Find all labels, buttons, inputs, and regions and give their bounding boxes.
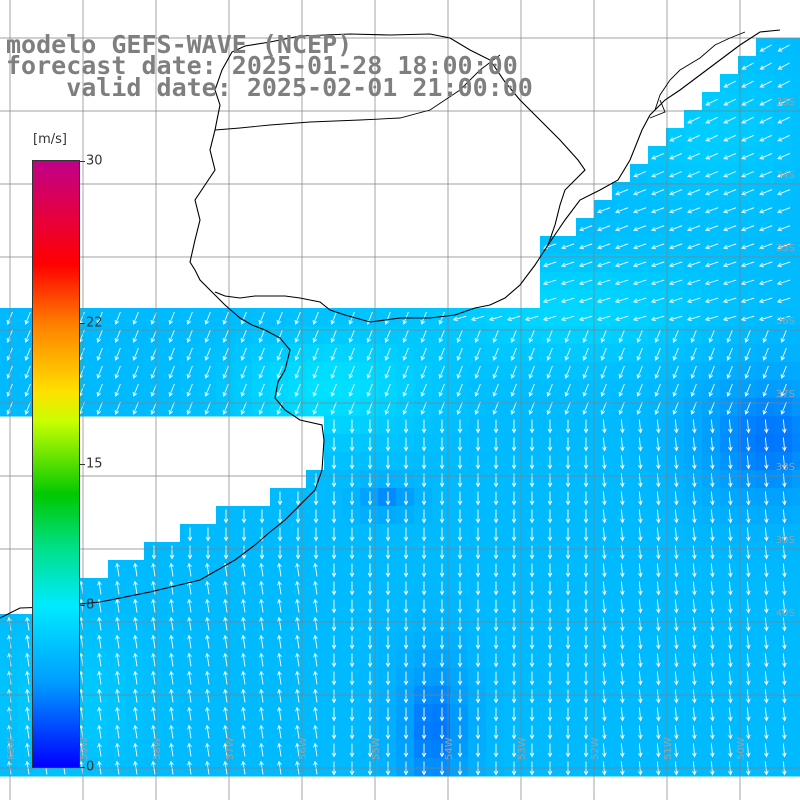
valid-date: valid date: 2025-02-01 21:00:00 [6,73,533,102]
colorbar-tick-mark [79,464,85,465]
coastline [0,33,586,619]
forecast-date: forecast date: 2025-01-28 18:00:00 [6,51,518,80]
lat-label: 37S [776,389,795,400]
colorbar-tick-label: 15 [86,456,103,472]
lon-label: 58W [152,737,163,760]
colorbar-tick-mark [79,605,85,607]
chart-title-model: modelo GEFS-WAVE (NCEP) [6,30,353,59]
lat-label: 33S [776,97,795,108]
lat-label: 38S [776,462,795,473]
coastline-east [547,29,781,246]
colorbar-unit-label: [m/s] [33,132,67,147]
lon-label: 51W [663,737,674,760]
lat-label: 35S [776,243,795,254]
colorbar-tick-mark [79,161,85,162]
colorbar-tick-mark [79,767,85,768]
lon-label: 56W [298,737,309,760]
lat-label: 36S [776,316,795,327]
lat-label: 39S [776,535,795,546]
lon-label: 54W [444,737,455,760]
lon-label: 55W [371,737,382,760]
colorbar-tick-label: 22 [86,315,103,331]
colorbar-tick-label: 0 [86,759,95,775]
colorbar [32,160,80,768]
lon-label: 59W [79,737,90,760]
wind-vectors [6,26,791,776]
lon-label: 57W [225,737,236,760]
colorbar-tick-label: 8 [86,597,95,613]
lon-label: 50W [736,737,747,760]
lon-label: 60W [6,737,17,760]
lat-label: 40S [776,608,795,619]
lat-label: 34S [776,170,795,181]
colorbar-tick-mark [79,322,85,324]
river-border [214,54,501,131]
coastline-lagoon [649,31,746,119]
colorbar-tick-label: 30 [86,153,103,169]
lon-label: 52W [590,737,601,760]
lon-label: 53W [517,737,528,760]
